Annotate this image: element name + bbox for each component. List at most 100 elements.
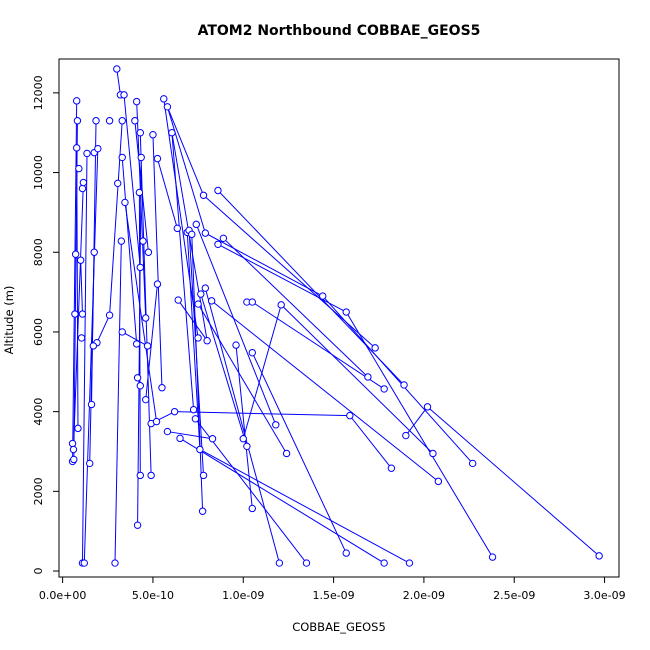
- data-point: [74, 424, 82, 433]
- data-point: [73, 117, 82, 125]
- data-point: [83, 149, 91, 158]
- data-point: [163, 427, 172, 436]
- data-point: [319, 292, 327, 300]
- data-point: [434, 477, 443, 486]
- data-point: [423, 403, 432, 411]
- data-point: [176, 434, 184, 443]
- y-axis-label: Altitude (m): [2, 286, 16, 355]
- data-point: [120, 91, 128, 99]
- data-point: [201, 229, 210, 237]
- data-point: [248, 348, 256, 357]
- series-line-segment: [195, 224, 277, 425]
- data-point: [380, 385, 388, 393]
- data-point: [132, 340, 141, 348]
- series-line-segment: [205, 232, 323, 297]
- data-point: [194, 300, 202, 308]
- data-point: [132, 97, 141, 106]
- data-point: [71, 310, 79, 318]
- series-line-segment: [349, 415, 392, 469]
- data-point: [346, 411, 354, 420]
- series-line-segment: [72, 182, 84, 450]
- data-point: [275, 559, 284, 567]
- data-point: [272, 421, 280, 429]
- data-point: [239, 435, 247, 443]
- data-point: [153, 154, 162, 163]
- series-line-segment: [121, 157, 138, 344]
- data-point: [199, 191, 208, 199]
- data-point: [136, 263, 144, 272]
- series-line-segment: [136, 101, 147, 319]
- data-point: [277, 301, 285, 309]
- series-line-segment: [251, 352, 347, 554]
- series-line-segment: [114, 241, 122, 564]
- data-point: [79, 178, 88, 187]
- data-point: [168, 129, 176, 137]
- x-tick-label: 3.0e-09: [583, 589, 625, 602]
- data-point: [144, 248, 153, 256]
- data-point: [114, 179, 122, 188]
- data-point: [342, 549, 350, 557]
- data-point: [364, 373, 372, 381]
- series-line-segment: [81, 153, 88, 564]
- x-tick-label: 2.0e-09: [403, 589, 445, 602]
- series-line-segment: [427, 406, 600, 557]
- data-point: [86, 459, 94, 468]
- data-point: [207, 297, 216, 305]
- data-point: [380, 559, 388, 567]
- series-line-segment: [80, 260, 83, 315]
- data-point: [137, 153, 145, 162]
- series-line-segment: [72, 100, 78, 462]
- data-point: [402, 431, 410, 440]
- data-point: [105, 311, 114, 319]
- x-tick-label: 5.0e-10: [132, 589, 174, 602]
- data-point: [70, 455, 78, 464]
- data-point: [163, 103, 172, 111]
- series-lines: [72, 68, 600, 564]
- data-point: [78, 310, 87, 318]
- data-point: [136, 129, 144, 137]
- series-line-segment: [177, 299, 208, 342]
- series-line-segment: [211, 300, 439, 482]
- data-point: [69, 445, 78, 454]
- series-line-segment: [91, 120, 97, 405]
- series-line-segment: [174, 411, 350, 417]
- data-point: [111, 559, 119, 567]
- data-point: [173, 224, 182, 233]
- series-line-segment: [96, 315, 111, 343]
- data-point: [214, 240, 222, 248]
- data-point: [113, 65, 121, 73]
- y-tick-label: 4000: [32, 398, 45, 426]
- data-point: [248, 504, 256, 513]
- data-point: [214, 186, 222, 195]
- series-line-segment: [252, 301, 385, 390]
- series-line-segment: [124, 202, 158, 422]
- data-point: [342, 308, 350, 316]
- series-line-segment: [152, 134, 163, 388]
- series-line-segment: [200, 293, 248, 447]
- series-line-segment: [166, 106, 204, 196]
- data-point: [189, 405, 198, 414]
- x-tick-label: 2.5e-09: [493, 589, 535, 602]
- data-point: [198, 507, 207, 515]
- data-point: [429, 449, 437, 458]
- data-point: [118, 328, 126, 336]
- chart-title: ATOM2 Northbound COBBAE_GEOS5: [198, 23, 481, 39]
- axes: 0.0e+00 5.0e-10 1.0e-09 1.5e-09 2.0e-09 2.5e-…: [32, 75, 626, 602]
- data-point: [595, 552, 603, 560]
- data-point: [488, 553, 497, 561]
- data-point: [142, 395, 150, 404]
- data-point: [94, 144, 102, 153]
- series-line-segment: [179, 437, 385, 564]
- series-points: [68, 65, 603, 567]
- data-point: [136, 382, 144, 390]
- series-line-segment: [156, 158, 178, 229]
- data-point: [158, 384, 166, 392]
- data-point: [77, 334, 86, 342]
- series-line-segment: [109, 120, 123, 316]
- series-line-segment: [188, 230, 205, 476]
- data-point: [87, 400, 96, 409]
- data-point: [73, 97, 81, 105]
- series-line-segment: [204, 287, 280, 564]
- data-point: [71, 250, 80, 258]
- data-point: [219, 234, 228, 243]
